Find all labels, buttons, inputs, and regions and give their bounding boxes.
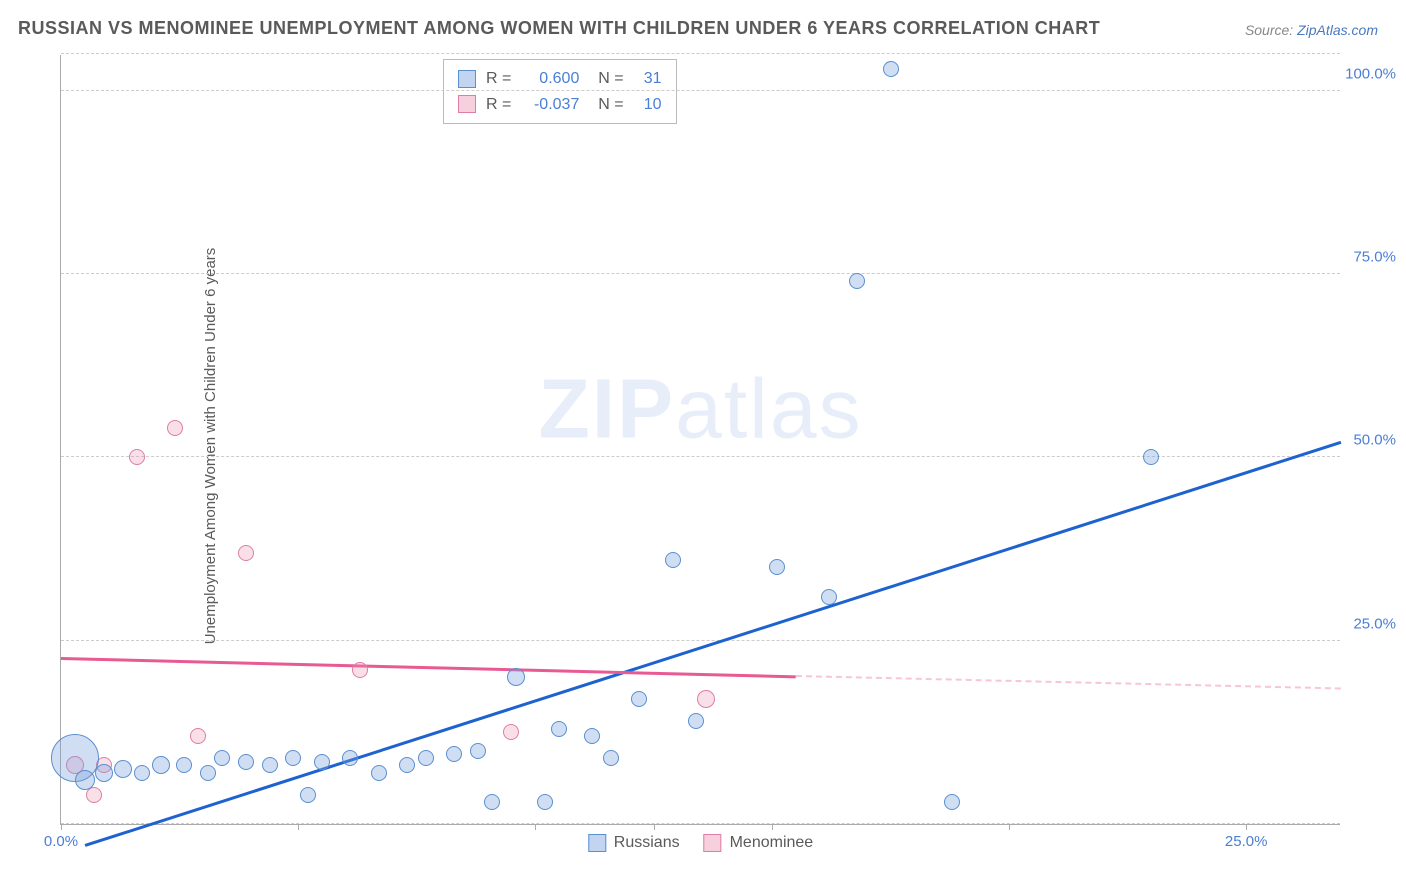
x-tick-mark [772,824,773,830]
legend-item: Menominee [704,834,814,852]
watermark: ZIPatlas [538,360,862,457]
r-value: 0.600 [521,66,579,92]
data-point [1143,449,1159,465]
series-legend: Russians Menominee [588,834,813,852]
legend-swatch [458,70,476,88]
legend-swatch [588,834,606,852]
x-tick-mark [654,824,655,830]
data-point [537,794,553,810]
n-value: 31 [634,66,662,92]
data-point [688,713,704,729]
data-point [129,449,145,465]
legend-item: Russians [588,834,680,852]
data-point [665,552,681,568]
data-point [134,765,150,781]
watermark-bold: ZIP [538,361,675,455]
data-point [484,794,500,810]
r-value: -0.037 [521,92,579,118]
data-point [285,750,301,766]
data-point [200,765,216,781]
data-point [418,750,434,766]
data-point [167,420,183,436]
source-attribution: Source: ZipAtlas.com [1245,22,1378,38]
data-point [95,764,113,782]
x-tick-mark [1009,824,1010,830]
data-point [551,721,567,737]
data-point [631,691,647,707]
data-point [503,724,519,740]
legend-label: Russians [614,834,680,852]
x-tick-mark [535,824,536,830]
data-point [176,757,192,773]
stats-legend: R = 0.600 N = 31 R = -0.037 N = 10 [443,59,677,124]
r-label: R = [486,66,511,92]
data-point [190,728,206,744]
r-label: R = [486,92,511,118]
data-point [152,756,170,774]
trend-line [84,440,1341,846]
n-label: N = [589,92,623,118]
data-point [214,750,230,766]
watermark-rest: atlas [675,361,862,455]
data-point [821,589,837,605]
legend-swatch [704,834,722,852]
legend-label: Menominee [730,834,814,852]
y-tick-label: 50.0% [1353,432,1396,449]
data-point [371,765,387,781]
x-tick-mark [61,824,62,830]
gridline [61,640,1340,641]
y-tick-label: 25.0% [1353,615,1396,632]
data-point [446,746,462,762]
n-value: 10 [634,92,662,118]
data-point [769,559,785,575]
gridline [61,823,1340,824]
data-point [75,770,95,790]
data-point [470,743,486,759]
y-tick-label: 100.0% [1345,65,1396,82]
x-tick-label: 25.0% [1225,833,1268,850]
data-point [262,757,278,773]
x-tick-label: 0.0% [44,833,78,850]
gridline [61,273,1340,274]
stats-legend-row: R = -0.037 N = 10 [458,92,662,118]
data-point [342,750,358,766]
data-point [238,545,254,561]
data-point [697,690,715,708]
source-prefix: Source: [1245,22,1297,38]
source-link[interactable]: ZipAtlas.com [1297,22,1378,38]
data-point [849,273,865,289]
data-point [238,754,254,770]
data-point [944,794,960,810]
stats-legend-row: R = 0.600 N = 31 [458,66,662,92]
data-point [314,754,330,770]
data-point [300,787,316,803]
data-point [399,757,415,773]
trend-line [61,657,796,678]
gridline [61,53,1340,54]
data-point [603,750,619,766]
data-point [352,662,368,678]
trend-line [796,675,1341,689]
data-point [114,760,132,778]
data-point [883,61,899,77]
chart-title: RUSSIAN VS MENOMINEE UNEMPLOYMENT AMONG … [18,18,1100,39]
data-point [584,728,600,744]
y-tick-label: 75.0% [1353,249,1396,266]
data-point [507,668,525,686]
x-tick-mark [1246,824,1247,830]
plot-area: ZIPatlas R = 0.600 N = 31 R = -0.037 N = 10 R… [60,55,1340,825]
legend-swatch [458,95,476,113]
x-tick-mark [298,824,299,830]
gridline [61,90,1340,91]
n-label: N = [589,66,623,92]
